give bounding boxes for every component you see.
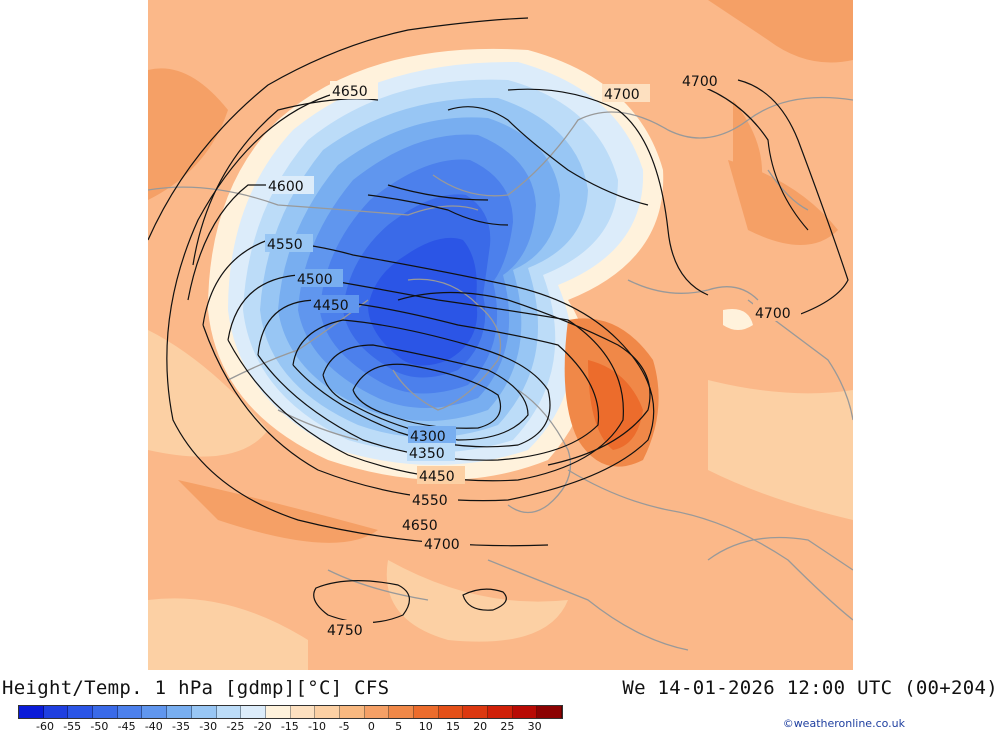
- legend-tick-label: 20: [473, 720, 488, 733]
- contour-label: 4550: [267, 237, 303, 253]
- contour-label: 4700: [424, 537, 460, 553]
- legend-swatch: [142, 706, 168, 718]
- contour-label-bg: [410, 490, 458, 508]
- temperature-patch: [386, 560, 568, 642]
- map-panel[interactable]: 4650 4700 4700 4600 4550 4500 4450 4300 …: [148, 0, 853, 670]
- legend-color-bar: [18, 705, 563, 719]
- contour-label-bg: [408, 426, 456, 444]
- contour-label-bg: [330, 81, 378, 99]
- legend-swatch: [364, 706, 390, 718]
- legend-swatch: [512, 706, 538, 718]
- color-legend: -60 -55 -50 -45 -40 -35 -30 -25 -20 -15 -10 -5 0 5 10 1…: [18, 705, 563, 733]
- contour-label: 4450: [419, 469, 455, 485]
- contour-label-bg: [400, 515, 448, 533]
- legend-tick-label: -35: [172, 720, 190, 733]
- cold-vortex-core: [368, 237, 478, 366]
- legend-tick-label: -30: [199, 720, 218, 733]
- contour-label-bg: [753, 303, 801, 321]
- contour-4700-outer: [148, 17, 529, 241]
- legend-swatch: [537, 706, 563, 718]
- legend-swatch: [167, 706, 192, 718]
- legend-swatch: [191, 706, 217, 718]
- contour-label-bg: [417, 466, 465, 484]
- contour-label: 4650: [402, 518, 438, 534]
- legend-swatch: [315, 706, 340, 718]
- contour-label: 4700: [682, 74, 718, 90]
- legend-tick-label: -20: [253, 720, 272, 733]
- contour-label-bg: [266, 176, 314, 194]
- legend-swatch: [43, 706, 69, 718]
- contour-label-bg: [422, 534, 470, 552]
- map-title: Height/Temp. 1 hPa [gdmp][°C] CFS: [2, 677, 390, 699]
- legend-swatch: [68, 706, 94, 718]
- legend-tick-label: -10: [308, 720, 326, 733]
- contour-label-bg: [680, 71, 728, 89]
- legend-tick-label: 15: [446, 720, 460, 733]
- temperature-patch: [723, 309, 753, 330]
- legend-tick-label: -45: [117, 720, 136, 733]
- contour-label: 4700: [755, 306, 791, 322]
- contour-label: 4450: [313, 298, 349, 314]
- legend-swatch: [488, 706, 513, 718]
- legend-tick-label: -55: [63, 720, 82, 733]
- contour-label: 4750: [327, 623, 363, 639]
- legend-tick-labels: -60 -55 -50 -45 -40 -35 -30 -25 -20 -15 -10 -5 0 5 10 1…: [18, 720, 563, 733]
- contour-label-bg: [407, 443, 455, 461]
- contour-label-bg: [265, 234, 313, 252]
- contour-label: 4600: [268, 179, 304, 195]
- credit-link[interactable]: ©weatheronline.co.uk: [782, 717, 905, 730]
- legend-swatch: [117, 706, 143, 718]
- temperature-patch: [148, 330, 268, 457]
- temperature-patch: [708, 0, 853, 63]
- valid-time: We 14-01-2026 12:00 UTC (00+204): [622, 677, 998, 699]
- legend-swatch: [290, 706, 316, 718]
- legend-swatch: [93, 706, 118, 718]
- legend-tick-label: -50: [90, 720, 109, 733]
- legend-swatch: [438, 706, 464, 718]
- legend-swatch: [265, 706, 291, 718]
- legend-swatch: [241, 706, 266, 718]
- temperature-patch: [148, 598, 308, 670]
- temperature-patch: [708, 380, 853, 520]
- contour-label: 4550: [412, 493, 448, 509]
- contour-label: 4350: [409, 446, 445, 462]
- contour-label-bg: [325, 620, 373, 638]
- legend-tick-label: -60: [36, 720, 54, 733]
- contour-label: 4650: [332, 84, 368, 100]
- legend-swatch: [19, 706, 44, 718]
- contour-label-bg: [311, 295, 359, 313]
- contour-label-bg: [295, 269, 343, 287]
- temperature-patch: [148, 68, 228, 200]
- coastlines: [148, 96, 853, 651]
- legend-swatch: [389, 706, 414, 718]
- warm-anomaly-core: [588, 360, 643, 450]
- legend-swatch: [339, 706, 365, 718]
- legend-tick-label: 0: [367, 720, 375, 733]
- legend-tick-label: -40: [144, 720, 163, 733]
- legend-tick-label: 10: [418, 720, 433, 733]
- contour-label: 4300: [410, 429, 446, 445]
- legend-tick-label: -15: [280, 720, 299, 733]
- contour-label-bg: [602, 84, 650, 102]
- legend-tick-label: 30: [527, 720, 542, 733]
- legend-tick-label: 5: [395, 720, 403, 733]
- contour-label: 4700: [604, 87, 640, 103]
- legend-tick-label: -5: [338, 720, 350, 733]
- legend-swatch: [463, 706, 489, 718]
- contour-label: 4500: [297, 272, 333, 288]
- legend-swatch: [216, 706, 242, 718]
- legend-tick-label: 25: [500, 720, 515, 733]
- stratosphere-height-temperature-map: 4650 4700 4700 4600 4550 4500 4450 4300 …: [148, 0, 853, 670]
- legend-tick-label: -25: [226, 720, 245, 733]
- legend-swatch: [414, 706, 439, 718]
